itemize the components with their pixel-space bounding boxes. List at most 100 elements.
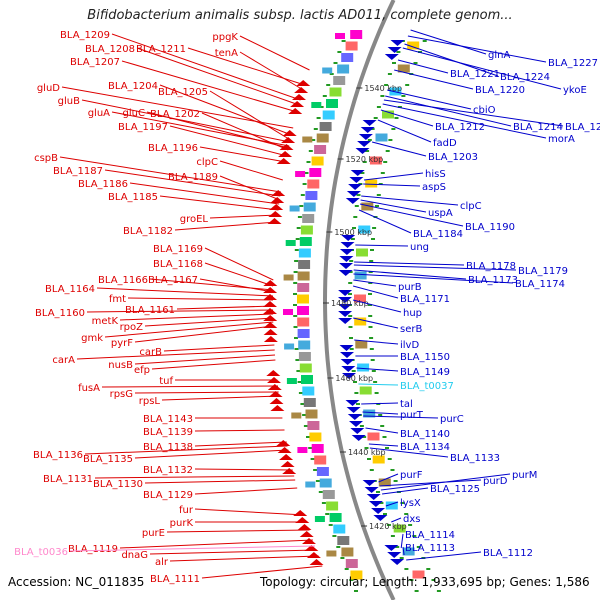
gene-leader-line <box>402 546 405 556</box>
gene-label: BLA_1221 <box>450 69 500 80</box>
gene-label: BLA_t0036 <box>14 547 68 558</box>
feature-block <box>337 64 350 74</box>
feature-block <box>378 478 391 487</box>
gene-leader-line <box>352 299 402 313</box>
feature-block <box>311 156 324 166</box>
ring-dot-inner <box>337 51 342 53</box>
ring-dot-inner <box>300 403 305 405</box>
gene-label: purE <box>142 528 165 539</box>
reverse-gene-arrow <box>384 545 399 551</box>
ring-dot-inner <box>293 282 298 284</box>
forward-gene-arrow <box>267 218 282 224</box>
ring-dot-mid-outer <box>367 139 372 141</box>
ring-dot-mid-outer <box>351 370 356 372</box>
feature-block <box>295 171 306 177</box>
reverse-gene-arrow <box>362 120 377 126</box>
gene-leader-line <box>101 385 279 388</box>
gene-label: gmk <box>81 333 103 344</box>
ring-dot-outer <box>431 579 436 581</box>
ring-dot-inner <box>297 216 302 218</box>
gene-label: BLA_1112 <box>483 548 533 559</box>
reverse-gene-arrow <box>345 198 360 204</box>
reverse-gene-arrow <box>348 184 363 190</box>
reverse-gene-arrow <box>339 249 354 255</box>
ring-dot-mid-outer <box>350 238 355 240</box>
gene-leader-line <box>169 125 288 157</box>
ring-dot-mid-outer <box>353 216 358 218</box>
ring-dot-mid-outer <box>365 150 370 152</box>
ring-dot-inner <box>293 271 298 273</box>
forward-gene-arrow <box>269 204 284 210</box>
feature-block <box>284 343 295 350</box>
gene-leader-line <box>194 508 305 516</box>
feature-block <box>314 455 327 465</box>
gene-leader-line <box>353 317 399 329</box>
ring-dot-mid-outer <box>404 568 409 570</box>
gene-leader-line <box>151 359 276 370</box>
gene-label: dxs <box>403 514 420 525</box>
ring-dot-inner <box>318 491 323 493</box>
gene-label: ilvD <box>400 340 419 351</box>
gene-label: BLA_1186 <box>78 179 128 190</box>
gene-label: ung <box>410 242 429 253</box>
ring-dot-mid-outer <box>349 337 353 339</box>
ring-dot-mid-outer <box>362 161 367 163</box>
ring-dot-mid-outer <box>349 260 354 262</box>
gene-leader-line <box>363 183 421 187</box>
kbp-tick-label: 1500 kbp <box>334 228 372 237</box>
gene-label: tuf <box>159 376 173 387</box>
ring-dot-outer <box>405 84 410 86</box>
reverse-gene-arrow <box>349 421 363 427</box>
gene-label: BLA_1119 <box>68 544 118 555</box>
feature-block <box>300 225 313 235</box>
gene-label: BLA_1130 <box>93 479 143 490</box>
ring-dot-mid-outer <box>348 271 353 273</box>
reverse-gene-arrow <box>384 54 399 60</box>
gene-leader-line <box>169 555 319 562</box>
gene-label: BLA_1185 <box>108 192 158 203</box>
forward-gene-arrow <box>263 280 278 286</box>
ring-dot-mid-outer <box>356 403 360 405</box>
ring-dot-inner <box>336 546 341 548</box>
reverse-gene-arrow <box>364 487 379 493</box>
gene-label: carA <box>52 355 75 366</box>
ring-dot-inner <box>325 513 330 515</box>
gene-leader-line <box>146 111 289 149</box>
ring-dot-outer <box>371 238 375 240</box>
ring-dot-inner <box>302 414 307 416</box>
gene-leader-line <box>361 402 399 405</box>
ring-dot-outer <box>436 590 441 592</box>
gene-label: BLA_1184 <box>413 229 463 240</box>
gene-leader-line <box>365 427 399 434</box>
forward-gene-arrow <box>270 405 285 411</box>
ring-dot-inner <box>308 447 313 449</box>
feature-block <box>298 248 311 258</box>
gene-leader-line <box>380 473 511 491</box>
ring-dot-outer <box>408 524 413 526</box>
gene-label: BLA_1133 <box>450 453 500 464</box>
ring-dot-inner <box>299 205 304 207</box>
reverse-gene-arrow <box>338 290 353 296</box>
ring-dot-mid-outer <box>348 326 353 328</box>
feature-block <box>333 76 346 85</box>
feature-block <box>350 570 363 580</box>
forward-gene-arrow <box>304 545 319 551</box>
gene-label: BLA_1189 <box>168 172 218 183</box>
forward-gene-arrow <box>282 468 297 474</box>
gene-label: hisS <box>425 169 446 180</box>
ring-dot-inner <box>306 436 310 438</box>
gene-label: clpC <box>460 201 482 212</box>
ring-dot-outer <box>388 139 393 141</box>
kbp-tick-label: 1480 kbp <box>331 299 369 308</box>
gene-label: rpsL <box>139 396 161 407</box>
reverse-gene-arrow <box>342 373 356 379</box>
ring-dot-outer <box>390 469 395 471</box>
kbp-tick-label: 1520 kbp <box>346 155 384 164</box>
gene-leader-line <box>86 309 274 313</box>
feature-block <box>393 524 406 533</box>
gene-leader-line <box>363 415 439 419</box>
ring-dot-mid-outer <box>348 315 353 317</box>
gene-label: BLA_1131 <box>43 474 93 485</box>
gene-label: BLA_1168 <box>153 259 203 270</box>
reverse-gene-arrow <box>338 311 353 317</box>
